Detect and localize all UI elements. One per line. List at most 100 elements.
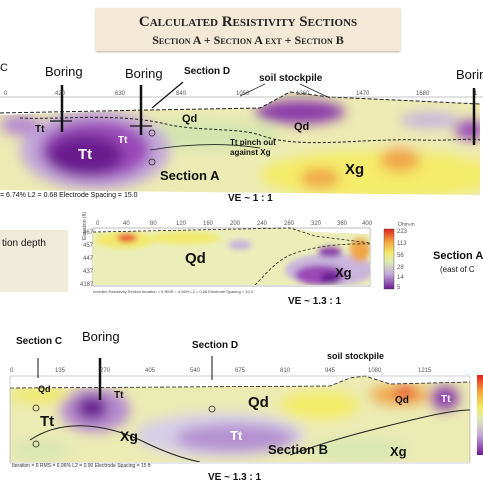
section-a-ext-x-tick: 0 [96,221,100,227]
section-c-label: Section C [16,336,63,347]
section-d-label-a: Section D [184,66,231,77]
section-b-qd-mid: Qd [248,394,269,411]
section-a-pinch-note: Tt pinch out against Xg [230,138,276,157]
section-b-title: Section B [268,442,328,457]
section-a-ext-x-tick: 280 [284,221,295,227]
section-a-ext-y-tick: 437 [83,269,94,275]
page-title: Calculated Resistivity Sections [138,14,358,30]
section-a-ext-x-tick: 120 [176,221,187,227]
legend-value: 28 [397,265,404,271]
side-note-text: tion depth [2,238,46,249]
section-b-tick: 1215 [418,368,432,374]
section-a-tick: 1 [474,91,478,97]
section-a-tick: 420 [55,91,66,97]
section-b-qd-left: Qd [38,384,51,394]
section-a-ext-x-tick: 400 [362,221,373,227]
legend-value: 56 [397,253,404,259]
section-b-ground-surface [9,375,471,389]
boring-a1-label: Boring [45,64,83,79]
section-b-xg-right: Xg [390,444,407,459]
marker-circle [32,440,40,448]
section-a-tick: 1680 [416,91,430,97]
section-b-tick: 540 [190,368,201,374]
section-b-tick: 945 [325,368,336,374]
section-b-frame [9,375,471,464]
side-note-box: tion depth [0,230,68,292]
section-a-ext-xg: Xg [335,265,352,280]
section-d-label-b: Section D [192,340,239,351]
section-b-tt-top: Tt [114,390,124,401]
section-b-tt-left: Tt [40,413,55,430]
section-b-resistivity-field [10,376,470,462]
section-a-ext-x-tick: 160 [203,221,214,227]
section-a-ext-footer: Inverted Resistivity Section Iteration =… [93,289,254,294]
section-b-tick: 1080 [368,368,382,374]
section-a-ground-surface [0,91,481,114]
section-b-tick: 0 [10,368,14,374]
section-a-footer: = 6.74% L2 = 0.68 Electrode Spacing = 15… [0,192,138,199]
marker-circle [148,158,156,166]
section-a-ext-side-subtitle: (east of C [440,265,475,274]
section-a-ext-x-tick: 320 [311,221,322,227]
section-a-ext-y-tick: 467 [83,230,94,236]
section-a-tick: 0 [4,91,8,97]
section-a-ve: VE ~ 1 : 1 [228,193,273,204]
marker-circle [32,404,40,412]
section-a-ext-x-tick: 360 [337,221,348,227]
soil-stockpile-label-a: soil stockpile [259,73,323,84]
section-a-ext-x-tick: 40 [123,221,130,227]
section-b-xg-left: Xg [120,428,138,444]
section-a-resistivity-field [0,92,480,195]
soil-stockpile-label-b: soil stockpile [327,351,385,361]
section-a-tick: 1050 [236,91,250,97]
section-a-ext-y-tick: 4187 [80,282,94,288]
section-a-ext-resistivity-field [93,228,370,285]
section-b-tick: 405 [145,368,156,374]
marker-circle [148,129,156,137]
section-a-qd-2: Qd [294,121,310,133]
section-a-edge-c: C [0,62,8,74]
section-b-legend-fragment [477,375,483,455]
stockpile-bracket-left [239,83,266,97]
section-a-ext-x-tick: 200 [230,221,241,227]
section-a-title: Section A [160,168,220,183]
section-a-tt-large: Tt [78,146,93,163]
section-a-tick: 1470 [356,91,370,97]
section-b-tick: 675 [235,368,246,374]
section-b-tick: 135 [55,368,66,374]
section-a-tt-mid: Tt [118,135,128,146]
legend-value: 14 [397,275,404,281]
section-d-line-a [151,81,184,109]
section-b-tick: 810 [280,368,291,374]
boring-b1-label: Boring [82,329,120,344]
legend-value: 5 [397,285,401,291]
legend-value: 223 [397,229,408,235]
section-a-ext-surface [92,227,371,244]
section-b-ve: VE ~ 1.3 : 1 [208,472,262,483]
stockpile-bracket-right [299,83,331,99]
section-a-qd-1: Qd [182,113,198,125]
section-a-ext-x-tick: 80 [150,221,157,227]
section-a-tt-small: Tt [35,124,45,135]
section-a-ext-side-title: Section A [433,250,483,262]
legend-value: 113 [397,241,407,247]
section-a-ext-x-tick: 240 [257,221,268,227]
section-a-ext-qd: Qd [185,250,206,267]
section-a-tick: 1260 [296,91,310,97]
boring-a2-label: Boring [125,66,163,81]
boring-a3-label: Borin [456,67,483,82]
section-b-tt-right: Tt [441,394,451,405]
section-a-xg: Xg [345,161,365,178]
marker-circle [208,405,216,413]
section-a-tick: 840 [176,91,187,97]
section-b-tick: 270 [100,368,111,374]
title-box: Calculated Resistivity Sections Section … [96,8,400,51]
section-b-qd-right: Qd [395,395,409,406]
page-subtitle: Section A + Section A ext + Section B [152,33,344,47]
resistivity-legend-bar [383,228,395,290]
section-b-tt-center: Tt [230,428,243,443]
section-a-tick: 630 [115,91,126,97]
section-a-ext-ve: VE ~ 1.3 : 1 [288,296,342,307]
legend-title: Ohm-m [398,222,415,228]
